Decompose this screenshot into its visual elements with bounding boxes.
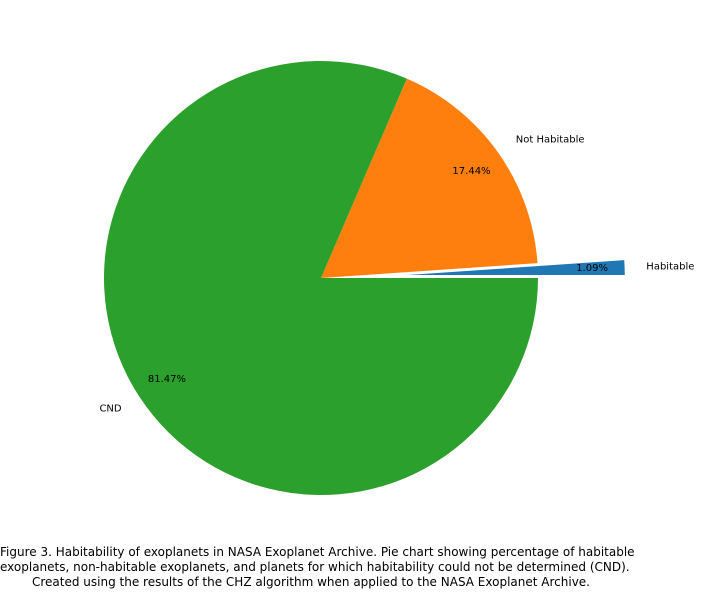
category-label-cnd: CND (99, 404, 121, 415)
caption-line-2: exoplanets, non-habitable exoplanets, an… (0, 560, 630, 574)
pct-label-not-habitable: 17.44% (452, 166, 490, 177)
category-label-not-habitable: Not Habitable (516, 135, 585, 146)
pie-chart: 1.09% 17.44% 81.47% Habitable Not Habitable… (99, 60, 694, 495)
pie-slice-habitable (407, 260, 625, 276)
caption-line-3: Created using the results of the CHZ alg… (31, 575, 590, 589)
caption-line-1: Figure 3. Habitability of exoplanets in … (0, 545, 635, 559)
category-label-habitable: Habitable (646, 261, 694, 272)
pct-label-habitable: 1.09% (576, 263, 608, 274)
pct-label-cnd: 81.47% (148, 374, 186, 385)
pie-slice-not-habitable (321, 78, 538, 278)
pie-category-labels: Habitable Not Habitable CND (99, 135, 694, 415)
pie-slices (103, 60, 625, 495)
pie-percent-labels: 1.09% 17.44% 81.47% (148, 166, 608, 385)
pie-slice-cnd (103, 60, 539, 495)
figure-caption: Figure 3. Habitability of exoplanets in … (0, 545, 635, 590)
